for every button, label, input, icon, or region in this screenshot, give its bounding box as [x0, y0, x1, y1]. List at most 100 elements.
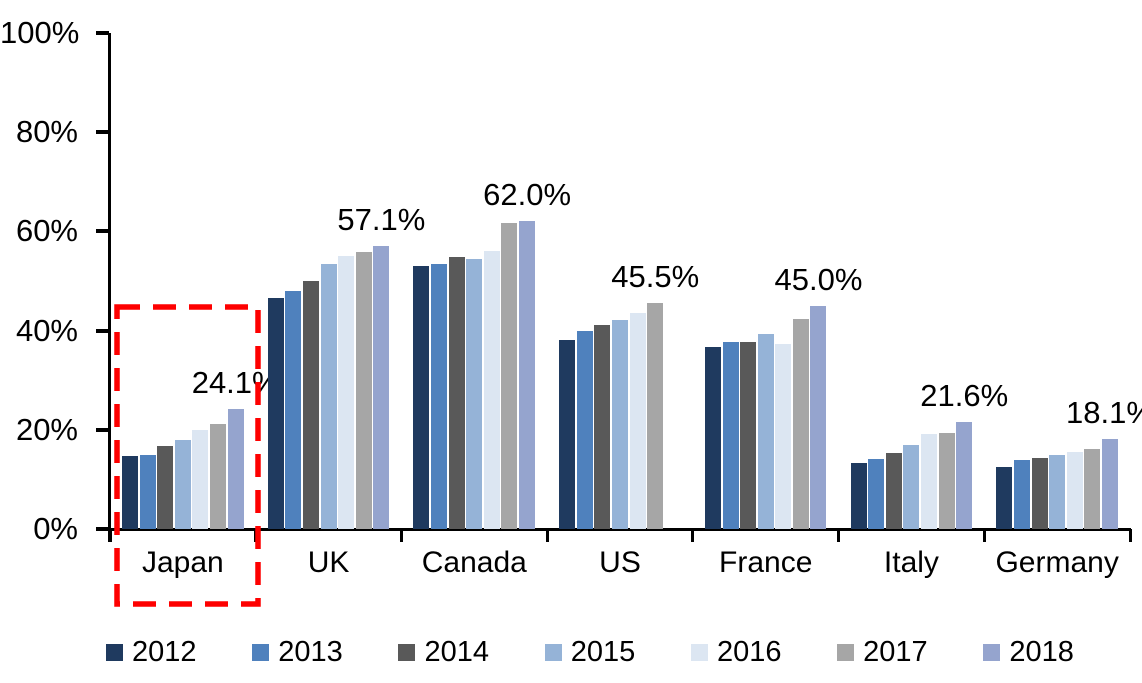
bar-uk-2012	[267, 298, 284, 529]
bar-germany-2014	[1031, 457, 1048, 529]
bar-uk-2018	[373, 245, 390, 529]
bar-us-2016	[629, 312, 646, 529]
y-axis-tick-label: 60%	[15, 213, 78, 249]
value-label-italy: 21.6%	[920, 377, 1009, 413]
bar-germany-2013	[1013, 459, 1030, 529]
y-axis-line	[108, 33, 111, 542]
value-label-canada: 62.0%	[483, 177, 572, 213]
y-axis-tick-label: 80%	[15, 114, 78, 150]
category-label-italy: Italy	[883, 546, 939, 579]
legend-swatch-2012	[106, 644, 123, 661]
legend-item-2016: 2016	[690, 636, 782, 669]
bar-france-2015	[757, 334, 774, 529]
legend-label-2012: 2012	[132, 636, 197, 668]
bar-group-japan	[110, 33, 256, 529]
bar-germany-2016	[1066, 452, 1083, 529]
y-axis-tick-label: 100%	[0, 15, 80, 50]
legend-label-2013: 2013	[278, 636, 343, 668]
legend-swatch-2013	[252, 644, 270, 661]
y-axis-tick-label: 20%	[15, 411, 78, 447]
x-axis-tick	[254, 529, 258, 542]
bar-france-2017	[792, 318, 809, 529]
legend: 2012 2013 2014 2015 2016 2017 2018	[106, 636, 1074, 669]
x-axis-tick	[1128, 529, 1132, 542]
y-axis-tick	[96, 130, 109, 135]
legend-swatch-2015	[544, 644, 562, 661]
bar-canada-2014	[448, 256, 465, 529]
bar-italy-2012	[850, 462, 867, 529]
bar-uk-2017	[355, 251, 372, 529]
x-axis-line	[108, 528, 1131, 531]
bar-france-2018	[810, 305, 827, 529]
bar-france-2016	[775, 344, 792, 529]
bar-group-uk	[256, 33, 402, 529]
legend-swatch-2017	[837, 644, 855, 661]
legend-item-2015: 2015	[544, 636, 636, 669]
bar-japan-2014	[157, 445, 174, 529]
bar-uk-2013	[285, 291, 302, 529]
bar-japan-2017	[210, 424, 227, 529]
legend-label-2015: 2015	[570, 636, 636, 668]
category-label-germany: Germany	[995, 546, 1119, 579]
legend-item-2012: 2012	[106, 636, 197, 669]
legend-item-2017: 2017	[837, 636, 928, 669]
bar-japan-2013	[139, 454, 156, 529]
y-axis-tick	[96, 328, 109, 333]
y-axis-tick	[96, 31, 109, 35]
category-label-us: US	[599, 546, 641, 579]
y-axis-tick	[96, 427, 109, 432]
legend-swatch-2014	[398, 644, 416, 661]
bar-group-germany	[984, 33, 1130, 529]
legend-item-2014: 2014	[398, 636, 489, 669]
bar-group-france	[693, 33, 839, 529]
legend-label-2018: 2018	[1009, 636, 1074, 668]
bar-canada-2017	[501, 223, 518, 529]
bar-us-2015	[611, 320, 628, 529]
x-axis-tick	[399, 529, 403, 542]
legend-swatch-2016	[690, 644, 708, 661]
legend-item-2013: 2013	[252, 636, 343, 669]
bar-italy-2018	[956, 421, 973, 529]
legend-label-2014: 2014	[424, 636, 489, 668]
bar-uk-2014	[302, 280, 319, 529]
value-label-us: 45.5%	[611, 259, 700, 295]
bar-japan-2015	[174, 439, 191, 529]
legend-label-2016: 2016	[716, 636, 782, 668]
legend-swatch-2018	[983, 644, 1001, 661]
y-axis-tick	[96, 229, 109, 234]
bar-us-2012	[559, 339, 576, 529]
y-axis-tick	[96, 527, 109, 531]
value-label-uk: 57.1%	[337, 201, 426, 237]
bar-germany-2012	[996, 466, 1013, 529]
bar-italy-2017	[938, 433, 955, 529]
x-axis-tick	[837, 529, 841, 542]
bar-germany-2015	[1049, 454, 1066, 529]
bar-italy-2016	[921, 434, 937, 529]
bar-group-italy	[839, 33, 985, 529]
x-axis-tick	[545, 529, 549, 542]
bar-italy-2015	[903, 445, 920, 529]
bar-group-canada	[401, 33, 547, 529]
x-axis-tick	[691, 529, 695, 542]
category-label-france: France	[719, 546, 813, 579]
bar-italy-2014	[885, 452, 902, 529]
value-label-france: 45.0%	[774, 261, 863, 297]
category-label-japan: Japan	[141, 546, 224, 579]
bar-us-2013	[576, 330, 593, 529]
y-axis-tick-label: 40%	[15, 312, 78, 348]
value-label-germany: 18.1%	[1065, 395, 1142, 431]
bar-canada-2018	[519, 221, 536, 529]
bar-us-2014	[594, 324, 611, 529]
bar-group-us	[547, 33, 693, 529]
bar-uk-2015	[320, 264, 337, 529]
x-axis-tick	[982, 529, 986, 542]
bar-uk-2016	[338, 256, 355, 529]
bar-canada-2012	[413, 266, 430, 529]
bar-japan-2018	[227, 409, 244, 529]
legend-item-2018: 2018	[983, 636, 1074, 669]
bar-canada-2015	[466, 258, 483, 529]
category-label-uk: UK	[307, 546, 350, 579]
bar-germany-2018	[1101, 439, 1118, 529]
bar-japan-2012	[122, 455, 139, 529]
